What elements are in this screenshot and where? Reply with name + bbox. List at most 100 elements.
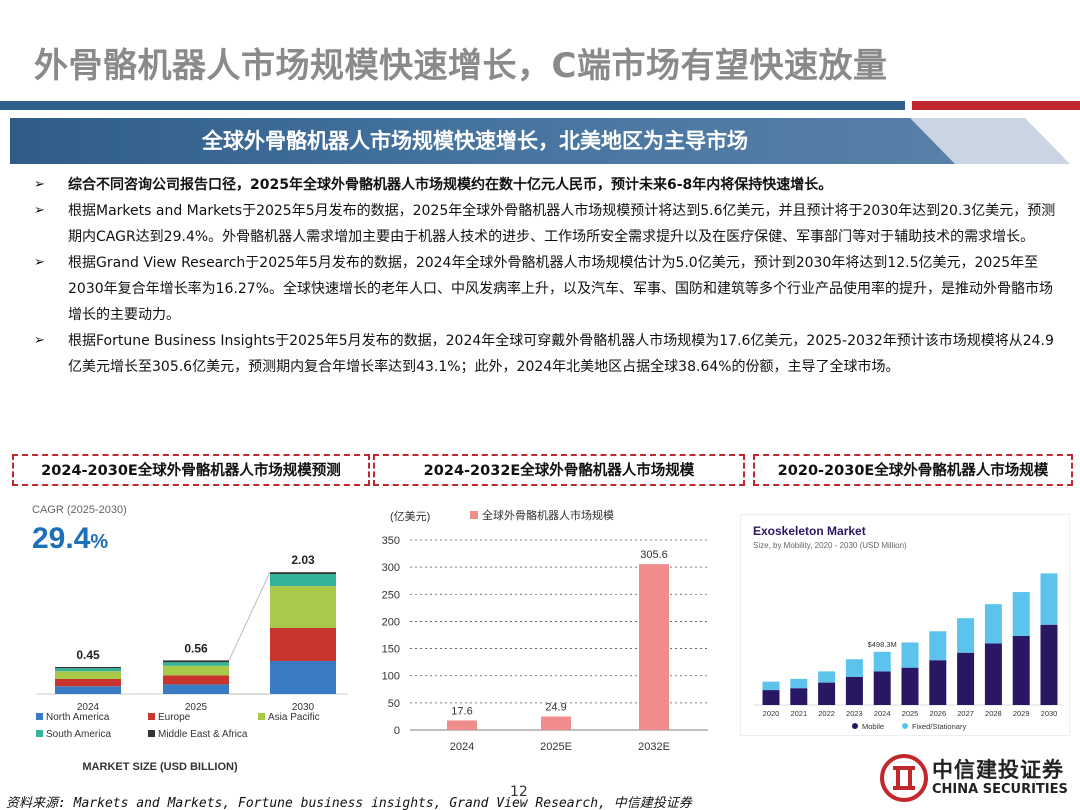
bar-segment-fixed (984, 604, 1002, 644)
citic-logo-icon (880, 754, 928, 802)
chart3-section-title: 2020-2030E全球外骨骼机器人市场规模 (753, 454, 1073, 486)
regional-market-chart-svg: CAGR (2025-2030) 29.4% 0.45 2024 0.56 2025 2.0… (32, 504, 348, 773)
total-label: 2.03 (291, 553, 315, 567)
bar-segment-fixed (762, 681, 780, 691)
bar-segment (55, 667, 121, 669)
bar-segment (270, 661, 336, 694)
bar-segment (163, 662, 229, 666)
bar-segment (55, 679, 121, 687)
regional-market-chart: CAGR (2025-2030) 29.4% 0.45 2024 0.56 2025 2.0… (18, 494, 368, 780)
x-tick-label: 2024 (450, 741, 474, 753)
page-title: 外骨骼机器人市场规模快速增长，C端市场有望快速放量 (34, 46, 888, 86)
bar-segment-mobile (1012, 635, 1030, 705)
bullet-text: 综合不同咨询公司报告口径，2025年全球外骨骼机器人市场规模约在数十亿元人民币，… (68, 177, 833, 193)
bar-segment (163, 675, 229, 685)
x-tick-label: 2030 (292, 702, 315, 713)
company-logo: 中信建投证券 CHINA SECURITIES (880, 752, 1076, 806)
data-label: 24.9 (545, 701, 566, 713)
total-label: 0.56 (184, 641, 208, 655)
logo-english-text: CHINA SECURITIES (932, 782, 1068, 797)
bullet-item: ➢ 根据Markets and Markets于2025年5月发布的数据，2025… (34, 198, 1064, 250)
bullet-text: 根据Fortune Business Insights于2025年5月发布的数据… (68, 333, 1054, 375)
bullet-item: ➢ 综合不同咨询公司报告口径，2025年全球外骨骼机器人市场规模约在数十亿元人民币… (34, 172, 1064, 198)
bar-segment (270, 572, 336, 574)
legend-label: Asia Pacific (268, 712, 320, 723)
x-tick-label: 2023 (846, 709, 863, 718)
bullet-arrow-icon: ➢ (34, 203, 45, 218)
bar-segment (270, 586, 336, 628)
legend-swatch (148, 730, 155, 737)
logo-chinese-text: 中信建投证券 (932, 758, 1064, 782)
bar-segment-mobile (873, 671, 891, 705)
bar-segment (163, 660, 229, 663)
y-tick-label: 250 (382, 589, 400, 601)
bar-segment (163, 684, 229, 694)
x-tick-label: 2030 (1041, 709, 1058, 718)
bar-segment-fixed (845, 659, 863, 677)
x-tick-label: 2021 (790, 709, 807, 718)
unit-label: (亿美元) (390, 510, 430, 523)
annotation-label: $498.3M (868, 640, 897, 649)
bullet-arrow-icon: ➢ (34, 255, 45, 270)
x-tick-label: 2032E (638, 741, 670, 753)
x-tick-label: 2029 (1013, 709, 1030, 718)
connector-line (228, 571, 271, 661)
header-rule-blue (0, 101, 905, 110)
x-tick-label: 2025E (540, 741, 572, 753)
source-note: 资料来源: Markets and Markets, Fortune busin… (6, 796, 692, 810)
market-size-bar-chart: (亿美元) 全球外骨骼机器人市场规模 0 50 100 150 200 250 300 350 17… (378, 500, 720, 762)
bar (447, 720, 477, 730)
x-tick-label: 2020 (763, 709, 780, 718)
bullet-item: ➢ 根据Fortune Business Insights于2025年5月发布的数… (34, 328, 1064, 380)
bar-segment-fixed (873, 651, 891, 672)
exoskeleton-market-chart: Exoskeleton Market Size, by Mobility, 202… (740, 514, 1070, 736)
chart-subtitle: Size, by Mobility, 2020 - 2030 (USD Mill… (753, 541, 907, 550)
x-tick-label: 2024 (874, 709, 891, 718)
bullet-text: 根据Grand View Research于2025年5月发布的数据，2024年… (68, 255, 1054, 323)
bar-segment-mobile (901, 667, 919, 705)
bullet-arrow-icon: ➢ (34, 333, 45, 348)
y-tick-label: 100 (382, 671, 400, 683)
x-tick-label: 2028 (985, 709, 1002, 718)
x-tick-label: 2022 (818, 709, 835, 718)
legend-swatch (36, 730, 43, 737)
exoskeleton-market-chart-svg: Exoskeleton Market Size, by Mobility, 202… (753, 524, 1063, 731)
section-banner: 全球外骨骼机器人市场规模快速增长，北美地区为主导市场 (10, 118, 1070, 164)
y-tick-label: 50 (388, 698, 400, 710)
x-tick-label: 2024 (77, 702, 100, 713)
bar-segment (270, 628, 336, 661)
bullet-text: 根据Markets and Markets于2025年5月发布的数据，2025年… (68, 203, 1056, 245)
y-tick-label: 350 (382, 535, 400, 547)
bullet-list: ➢ 综合不同咨询公司报告口径，2025年全球外骨骼机器人市场规模约在数十亿元人民币… (34, 172, 1064, 380)
legend-swatch (470, 511, 478, 519)
legend-label: 全球外骨骼机器人市场规模 (482, 508, 614, 522)
bar (639, 564, 669, 730)
bar-segment-mobile (929, 660, 947, 705)
data-label: 305.6 (640, 549, 668, 561)
bar-segment (270, 574, 336, 586)
bar (541, 716, 571, 730)
bar-segment-fixed (1012, 592, 1030, 636)
bar-segment (55, 671, 121, 679)
bar-segment-fixed (929, 631, 947, 661)
y-tick-label: 0 (394, 725, 400, 737)
banner-shape (10, 118, 1070, 164)
cagr-number: 29.4 (32, 522, 91, 555)
bar-segment (163, 665, 229, 676)
bar-segment (55, 668, 121, 672)
bullet-arrow-icon: ➢ (34, 177, 45, 192)
y-tick-label: 200 (382, 616, 400, 628)
market-size-bar-chart-svg: (亿美元) 全球外骨骼机器人市场规模 0 50 100 150 200 250 300 350 17… (382, 508, 708, 753)
legend-swatch (258, 713, 265, 720)
y-tick-label: 300 (382, 562, 400, 574)
bar-segment-fixed (790, 678, 808, 689)
cagr-unit: % (90, 531, 108, 553)
legend-swatch (36, 713, 43, 720)
x-tick-label: 2025 (185, 702, 208, 713)
bullet-item: ➢ 根据Grand View Research于2025年5月发布的数据，2024… (34, 250, 1064, 328)
bar-segment-mobile (1040, 624, 1058, 705)
x-tick-label: 2025 (902, 709, 919, 718)
bar-segment-mobile (845, 677, 863, 705)
data-label: 17.6 (451, 705, 472, 717)
y-tick-label: 150 (382, 644, 400, 656)
